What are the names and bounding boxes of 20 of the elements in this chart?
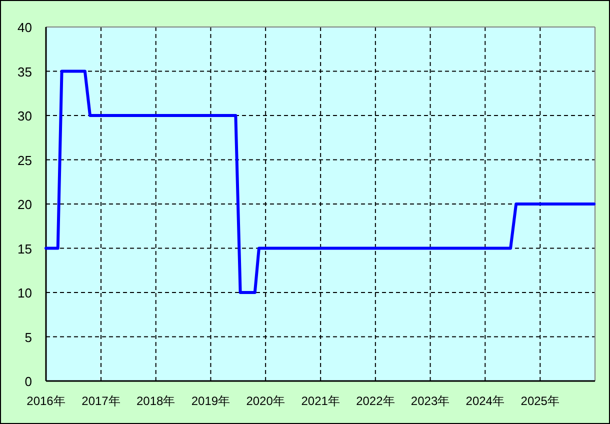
y-tick-label: 10 [18,286,32,300]
x-tick-label: 2024年 [466,394,504,408]
y-tick-label: 20 [18,197,32,212]
x-tick-label: 2025年 [520,394,560,408]
x-tick-label: 2023年 [410,394,450,408]
y-tick-label: 0 [24,374,32,389]
x-tick-label: 2020年 [246,394,285,408]
line-series [44,70,596,294]
x-tick-label: 2021年 [301,394,340,408]
y-tick-label: 15 [18,241,32,256]
x-tick-label: 2017年 [82,394,120,408]
y-tick-label: 5 [24,330,32,345]
y-tick-label: 40 [18,20,32,35]
y-tick-label: 25 [18,152,32,168]
x-tick-label: 2019年 [191,394,230,408]
y-tick-label: 30 [18,108,32,124]
y-tick-label: 35 [18,64,32,80]
x-tick-label: 2018年 [136,394,176,408]
x-tick-label: 2016年 [26,394,66,408]
x-tick-label: 2022年 [356,394,395,408]
